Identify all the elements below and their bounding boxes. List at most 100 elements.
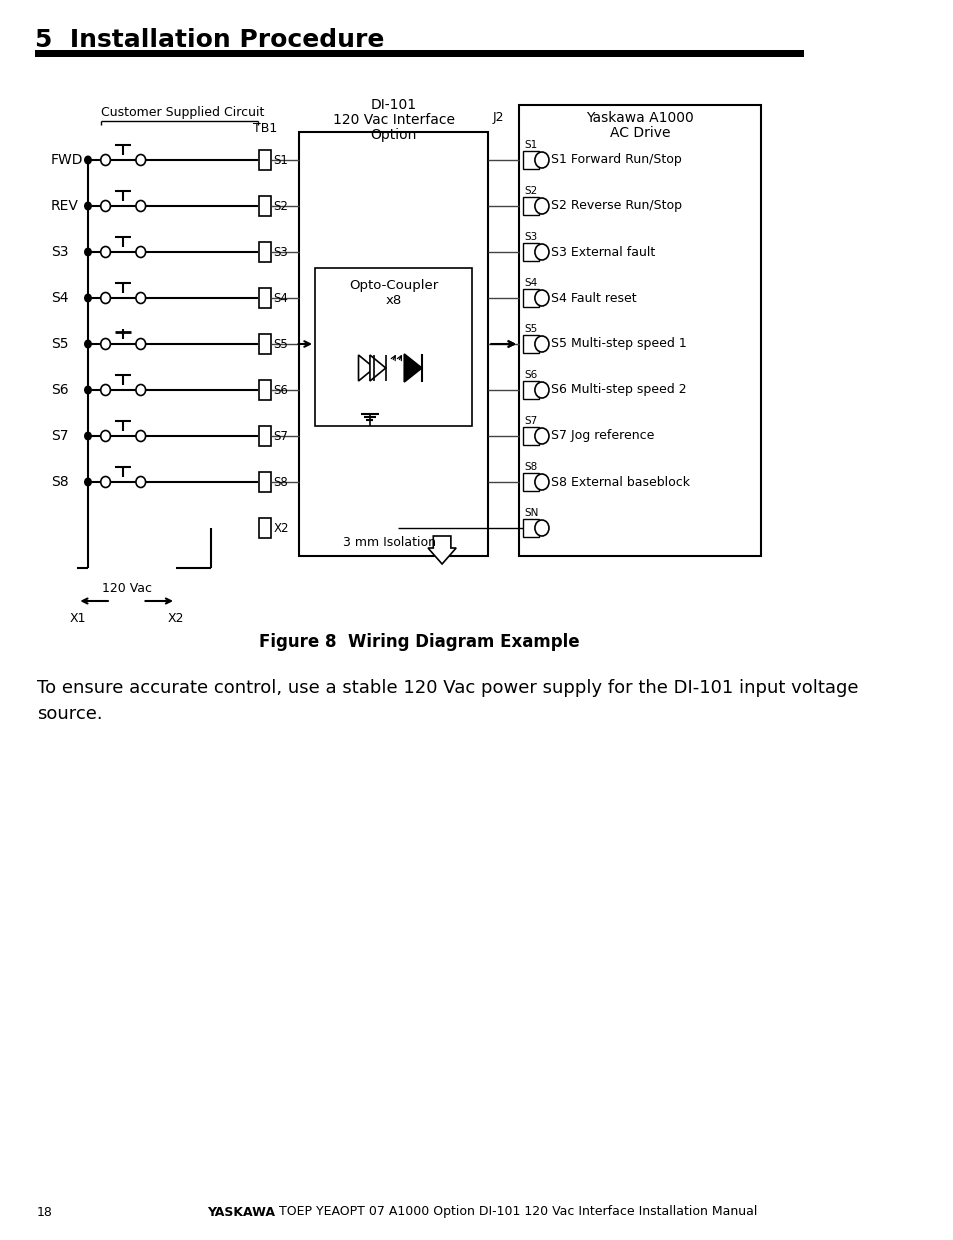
Text: S2: S2 xyxy=(524,186,537,196)
Bar xyxy=(258,242,271,262)
Polygon shape xyxy=(428,536,456,564)
Text: TOEP YEAOPT 07 A1000 Option DI-101 120 Vac Interface Installation Manual: TOEP YEAOPT 07 A1000 Option DI-101 120 V… xyxy=(275,1205,757,1219)
Circle shape xyxy=(535,290,548,306)
Bar xyxy=(523,520,538,537)
Text: Yaskawa A1000: Yaskawa A1000 xyxy=(585,112,693,125)
Text: S3: S3 xyxy=(274,246,288,258)
Bar xyxy=(523,335,538,353)
Circle shape xyxy=(135,201,146,212)
Text: S4: S4 xyxy=(51,291,69,305)
Circle shape xyxy=(101,201,111,212)
Bar xyxy=(258,288,271,308)
Circle shape xyxy=(84,248,91,257)
Circle shape xyxy=(101,247,111,258)
Text: FWD: FWD xyxy=(51,153,84,167)
Text: SN: SN xyxy=(524,508,538,518)
Bar xyxy=(523,289,538,308)
Circle shape xyxy=(135,476,146,487)
Text: TB1: TB1 xyxy=(253,122,276,134)
Circle shape xyxy=(535,336,548,352)
Circle shape xyxy=(84,477,91,486)
Bar xyxy=(299,131,488,556)
Bar xyxy=(518,105,760,556)
Polygon shape xyxy=(358,355,374,381)
Text: S8: S8 xyxy=(51,475,69,489)
Text: S8 External baseblock: S8 External baseblock xyxy=(550,475,689,489)
Text: S6: S6 xyxy=(524,370,537,379)
Text: S5 Multi-step speed 1: S5 Multi-step speed 1 xyxy=(550,337,686,351)
Circle shape xyxy=(535,382,548,398)
Text: S7: S7 xyxy=(524,415,537,427)
Text: Figure 8  Wiring Diagram Example: Figure 8 Wiring Diagram Example xyxy=(259,632,579,651)
Text: S5: S5 xyxy=(51,337,69,351)
Text: To ensure accurate control, use a stable 120 Vac power supply for the DI-101 inp: To ensure accurate control, use a stable… xyxy=(37,680,858,697)
Text: J2: J2 xyxy=(492,112,503,124)
Circle shape xyxy=(101,293,111,304)
Circle shape xyxy=(101,384,111,396)
Bar xyxy=(258,518,271,538)
Circle shape xyxy=(535,520,548,536)
Circle shape xyxy=(135,155,146,165)
Circle shape xyxy=(135,247,146,258)
Text: Opto-Coupler: Opto-Coupler xyxy=(349,279,437,293)
Text: S2 Reverse Run/Stop: S2 Reverse Run/Stop xyxy=(550,200,681,212)
Text: S4: S4 xyxy=(524,278,537,288)
Circle shape xyxy=(135,384,146,396)
Circle shape xyxy=(84,201,91,211)
Text: DI-101: DI-101 xyxy=(371,98,416,112)
Text: S3: S3 xyxy=(51,246,69,259)
Bar xyxy=(523,243,538,260)
Text: S6 Multi-step speed 2: S6 Multi-step speed 2 xyxy=(550,383,685,397)
Text: x8: x8 xyxy=(385,295,401,308)
Circle shape xyxy=(135,293,146,304)
Circle shape xyxy=(84,155,91,165)
Bar xyxy=(258,427,271,446)
Circle shape xyxy=(535,474,548,490)
Text: S7 Jog reference: S7 Jog reference xyxy=(550,429,654,443)
Text: S7: S7 xyxy=(274,429,288,443)
Bar xyxy=(258,150,271,170)
Polygon shape xyxy=(370,355,385,381)
Bar xyxy=(314,268,472,427)
Text: X1: X1 xyxy=(70,611,86,625)
Circle shape xyxy=(135,339,146,350)
Bar xyxy=(523,197,538,215)
Bar xyxy=(258,379,271,401)
Text: YASKAWA: YASKAWA xyxy=(207,1205,274,1219)
Text: source.: source. xyxy=(37,706,103,723)
Text: Option: Option xyxy=(370,128,416,143)
Text: S4 Fault reset: S4 Fault reset xyxy=(550,291,636,305)
Circle shape xyxy=(535,428,548,444)
Text: S5: S5 xyxy=(274,337,288,351)
Bar xyxy=(258,472,271,492)
Text: X2: X2 xyxy=(274,522,289,534)
Circle shape xyxy=(101,339,111,350)
Text: S1 Forward Run/Stop: S1 Forward Run/Stop xyxy=(550,154,680,166)
Circle shape xyxy=(84,386,91,394)
Text: 3 mm Isolation: 3 mm Isolation xyxy=(342,536,436,548)
Circle shape xyxy=(535,244,548,260)
Text: 18: 18 xyxy=(37,1205,52,1219)
Text: 120 Vac: 120 Vac xyxy=(102,582,152,594)
Text: S8: S8 xyxy=(524,463,537,472)
Circle shape xyxy=(101,155,111,165)
Circle shape xyxy=(84,294,91,303)
Text: 120 Vac Interface: 120 Vac Interface xyxy=(333,113,455,126)
Circle shape xyxy=(535,153,548,167)
Text: X2: X2 xyxy=(168,611,184,625)
Circle shape xyxy=(84,340,91,348)
Text: S3 External fault: S3 External fault xyxy=(550,246,655,258)
Text: S5: S5 xyxy=(524,324,537,334)
Text: S4: S4 xyxy=(274,291,288,305)
Text: Customer Supplied Circuit: Customer Supplied Circuit xyxy=(101,105,264,119)
Polygon shape xyxy=(404,353,421,382)
Bar xyxy=(523,381,538,399)
Text: S8: S8 xyxy=(274,475,288,489)
Text: AC Drive: AC Drive xyxy=(609,126,670,140)
Bar xyxy=(35,50,803,57)
Circle shape xyxy=(101,430,111,441)
Text: S2: S2 xyxy=(274,200,288,212)
Text: 5  Installation Procedure: 5 Installation Procedure xyxy=(35,29,384,52)
Circle shape xyxy=(535,198,548,215)
Bar xyxy=(523,151,538,169)
